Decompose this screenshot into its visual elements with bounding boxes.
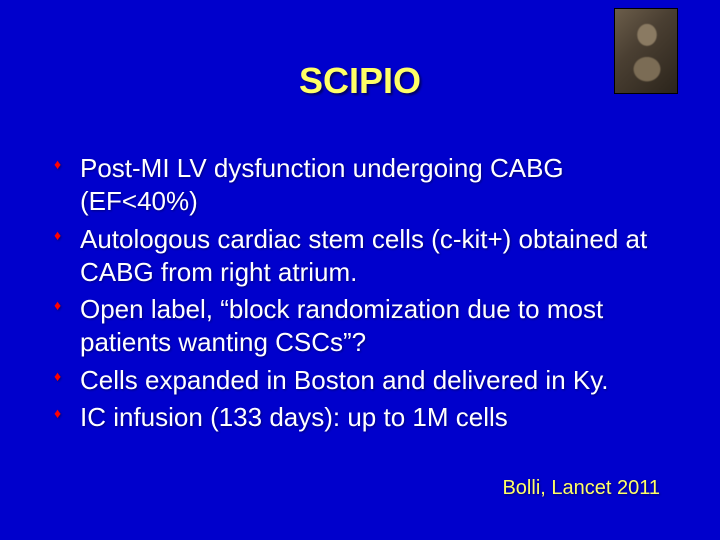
citation: Bolli, Lancet 2011	[502, 477, 660, 500]
list-item: Autologous cardiac stem cells (c-kit+) o…	[48, 223, 672, 290]
bullet-list: Post-MI LV dysfunction undergoing CABG (…	[48, 152, 672, 434]
list-item: Cells expanded in Boston and delivered i…	[48, 364, 672, 397]
list-item: IC infusion (133 days): up to 1M cells	[48, 401, 672, 434]
slide-title: SCIPIO	[48, 60, 672, 102]
list-item: Post-MI LV dysfunction undergoing CABG (…	[48, 152, 672, 219]
bust-image	[614, 8, 678, 94]
list-item: Open label, “block randomization due to …	[48, 293, 672, 360]
slide: SCIPIO Post-MI LV dysfunction undergoing…	[0, 0, 720, 540]
